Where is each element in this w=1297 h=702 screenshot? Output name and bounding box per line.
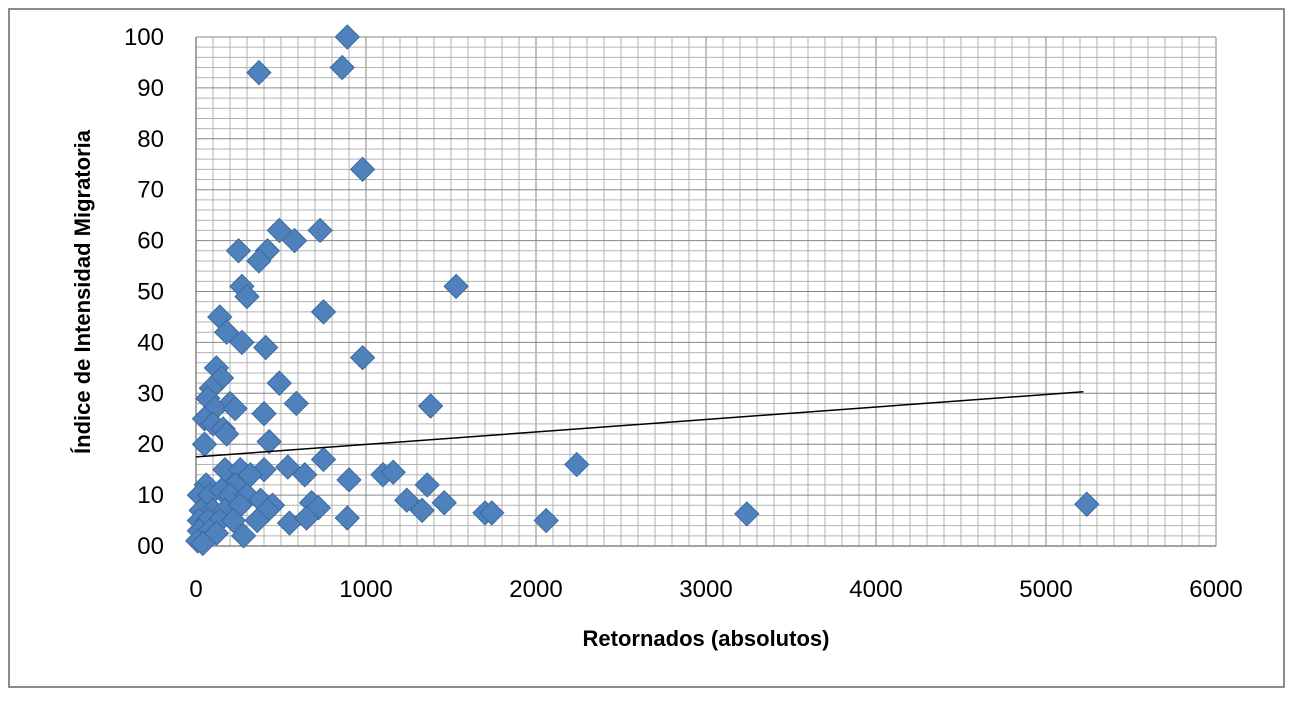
data-point	[283, 390, 310, 417]
trendline-layer	[195, 391, 1084, 458]
data-point	[394, 487, 420, 513]
data-point	[266, 370, 293, 396]
data-point	[246, 59, 272, 86]
data-point	[244, 507, 270, 534]
trendline	[195, 391, 1084, 458]
data-point	[734, 501, 760, 527]
y-tick-label: 30	[137, 380, 164, 407]
x-tick-label: 0	[189, 576, 202, 603]
chart-frame	[8, 8, 1285, 688]
data-point	[246, 248, 272, 274]
data-point	[222, 395, 248, 422]
data-point	[310, 446, 337, 473]
data-point	[334, 24, 361, 50]
data-point	[251, 400, 277, 427]
data-point	[380, 459, 406, 485]
y-tick-label: 90	[137, 75, 164, 102]
x-axis-title: Retornados (absolutos)	[583, 626, 830, 651]
data-point	[213, 319, 240, 345]
data-point	[266, 217, 293, 244]
data-point	[252, 334, 279, 361]
data-point	[293, 505, 320, 531]
data-point	[281, 227, 308, 254]
y-tick-label: 100	[124, 24, 164, 51]
tick-labels: 0 1000 2000 3000 4000 5000 6000 00 10 20 30 40 50 60 7…	[124, 24, 1243, 603]
data-point	[234, 283, 260, 310]
data-point	[329, 54, 355, 81]
data-point	[409, 497, 435, 524]
data-point	[334, 505, 361, 531]
x-tick-label: 3000	[679, 576, 732, 603]
data-point	[310, 299, 337, 325]
data-point	[229, 329, 255, 356]
data-point	[292, 462, 318, 488]
data-point	[225, 238, 252, 264]
y-tick-label: 00	[137, 533, 164, 560]
data-point	[349, 344, 376, 371]
data-point	[479, 500, 505, 526]
data-point	[307, 217, 333, 244]
y-tick-label: 70	[137, 177, 164, 204]
data-point	[190, 530, 216, 557]
data-point	[1074, 491, 1100, 517]
x-tick-label: 1000	[339, 576, 392, 603]
y-tick-label: 10	[137, 482, 164, 509]
y-tick-label: 20	[137, 431, 164, 458]
x-tick-label: 4000	[849, 576, 902, 603]
data-point	[256, 428, 282, 455]
data-point	[564, 451, 590, 478]
data-point	[414, 472, 440, 498]
data-point	[533, 507, 559, 534]
x-tick-label: 6000	[1189, 576, 1242, 603]
data-point	[213, 421, 240, 447]
y-axis-title: Índice de Intensidad Migratoria	[70, 129, 95, 454]
data-points	[184, 24, 1100, 557]
data-point	[431, 490, 457, 516]
y-tick-label: 40	[137, 329, 164, 356]
data-point	[220, 507, 247, 534]
data-point	[417, 393, 444, 419]
data-point	[443, 273, 469, 300]
y-tick-label: 60	[137, 228, 164, 255]
data-point	[336, 467, 362, 493]
data-point	[349, 156, 376, 183]
y-tick-label: 80	[137, 126, 164, 153]
x-tick-label: 2000	[509, 576, 562, 603]
y-tick-label: 50	[137, 279, 164, 306]
data-point	[230, 523, 257, 549]
x-tick-label: 5000	[1019, 576, 1072, 603]
